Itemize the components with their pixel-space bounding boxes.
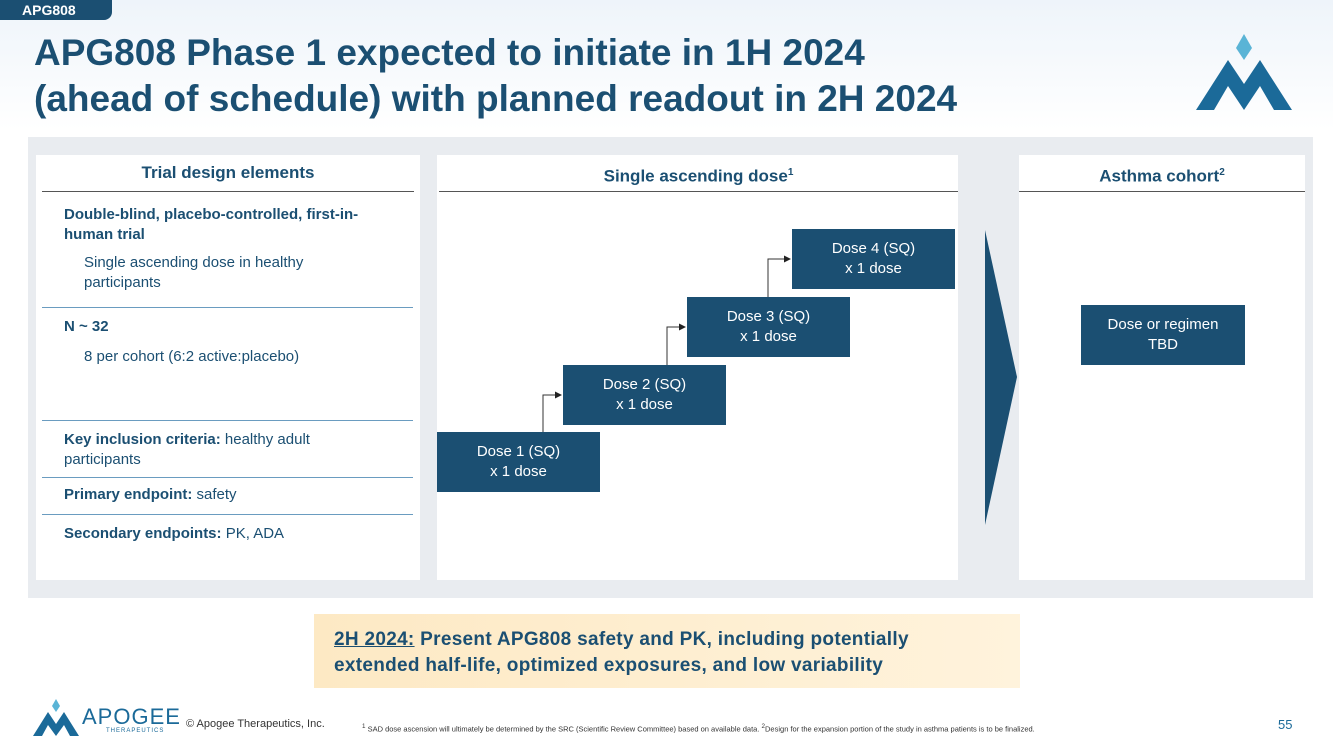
page-number: 55 (1278, 717, 1293, 732)
header-text: Asthma cohort (1099, 166, 1220, 186)
section-detail: healthy adult participants (64, 431, 310, 468)
asthma-panel: Asthma cohort2 (1019, 155, 1305, 580)
dose-box: Dose 3 (SQ) x 1 dose (687, 297, 850, 357)
section-detail: PK, ADA (225, 525, 285, 542)
box-line: TBD (1148, 336, 1178, 353)
footnote-mark: 1 (787, 167, 794, 178)
footnote-mark: 2 (761, 723, 766, 730)
footer-logo-mark (33, 699, 79, 736)
dose-label: Dose 3 (SQ) (726, 308, 811, 325)
copyright: © Apogee Therapeutics, Inc. (186, 718, 325, 730)
panel-header: Single ascending dose1 (439, 155, 958, 192)
title-line: (ahead of schedule) with planned readout… (34, 78, 958, 119)
dose-count: x 1 dose (740, 328, 797, 345)
panel-header: Trial design elements (42, 155, 414, 192)
design-section: Primary endpoint: safety (42, 485, 413, 515)
box-line: Dose or regimen (1107, 316, 1219, 333)
section-detail: safety (196, 486, 237, 503)
section-lead: Secondary endpoints: (64, 525, 222, 542)
design-section: Secondary endpoints: PK, ADA (42, 524, 413, 548)
section-lead: Primary endpoint: (64, 486, 193, 503)
footnote-mark: 1 (362, 723, 366, 730)
section-detail: 8 per cohort (6:2 active:placebo) (84, 348, 300, 365)
callout-text: Present APG808 safety and PK, including … (334, 629, 909, 676)
section-lead: Key inclusion criteria: (64, 431, 221, 448)
footnotes: 1 SAD dose ascension will ultimately be … (362, 723, 1035, 734)
title-line: APG808 Phase 1 expected to initiate in 1… (34, 32, 865, 73)
dose-count: x 1 dose (616, 396, 673, 413)
dose-box: Dose 1 (SQ) x 1 dose (437, 432, 600, 492)
panel-header: Asthma cohort2 (1019, 155, 1305, 192)
footnote: SAD dose ascension will ultimately be de… (367, 724, 760, 734)
dose-count: x 1 dose (490, 463, 547, 480)
section-tag: APG808 (0, 0, 112, 20)
section-lead: Double-blind, placebo-controlled, first-… (64, 206, 359, 243)
callout-lead: 2H 2024: (334, 629, 415, 650)
header-text: Single ascending dose (603, 166, 788, 186)
footer-logo: APOGEE (82, 704, 181, 729)
dose-label: Dose 1 (SQ) (476, 443, 561, 460)
footnote: Design for the expansion portion of the … (765, 724, 1035, 734)
callout: 2H 2024: Present APG808 safety and PK, i… (314, 614, 1020, 688)
design-section: Key inclusion criteria: healthy adult pa… (42, 430, 413, 478)
footer-logo-sub: THERAPEUTICS (106, 728, 165, 734)
section-detail: Single ascending dose in healthy partici… (84, 254, 304, 291)
dose-label: Dose 2 (SQ) (602, 376, 687, 393)
regimen-box: Dose or regimen TBD (1081, 305, 1245, 365)
design-section: N ~ 32 8 per cohort (6:2 active:placebo) (42, 317, 413, 421)
trial-panel: Trial design elements Double-blind, plac… (36, 155, 420, 580)
dose-label: Dose 4 (SQ) (831, 240, 916, 257)
logo-mark (1196, 34, 1292, 110)
design-section: Double-blind, placebo-controlled, first-… (42, 205, 413, 308)
footnote-mark: 2 (1219, 167, 1225, 178)
dose-count: x 1 dose (845, 260, 902, 277)
dose-box: Dose 4 (SQ) x 1 dose (792, 229, 955, 289)
section-lead: N ~ 32 (64, 318, 109, 335)
dose-box: Dose 2 (SQ) x 1 dose (563, 365, 726, 425)
